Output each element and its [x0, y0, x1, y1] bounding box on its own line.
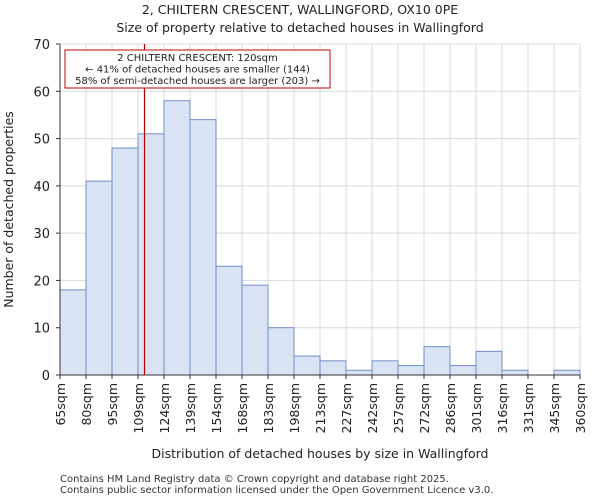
y-tick-label: 10 [33, 322, 50, 337]
x-tick-label: 331sqm [521, 383, 536, 433]
y-tick-label: 50 [33, 133, 50, 148]
bar-95sqm[interactable] [111, 147, 139, 376]
annotation-line-2: ← 41% of detached houses are smaller (14… [85, 65, 310, 76]
y-tick-label: 0 [42, 369, 50, 384]
chart-subtitle: Size of property relative to detached ho… [116, 20, 484, 35]
x-tick-label: 345sqm [547, 383, 562, 433]
x-tick-label: 227sqm [339, 383, 354, 433]
y-tick-label: 70 [33, 38, 50, 53]
footer-line-1: Contains HM Land Registry data © Crown c… [60, 474, 449, 485]
x-tick-label: 360sqm [573, 383, 588, 433]
x-tick-label: 168sqm [235, 383, 250, 433]
bar-213sqm[interactable] [319, 360, 347, 376]
x-tick-label: 272sqm [417, 383, 432, 433]
bar-65sqm[interactable] [59, 289, 87, 376]
chart-title: 2, CHILTERN CRESCENT, WALLINGFORD, OX10 … [141, 2, 459, 17]
x-tick-label: 257sqm [391, 383, 406, 433]
x-tick-label: 316sqm [495, 383, 510, 433]
bar-286sqm[interactable] [449, 365, 477, 376]
histogram-chart: 2 CHILTERN CRESCENT: 120sqm← 41% of deta… [1, 38, 588, 461]
bar-139sqm[interactable] [189, 119, 217, 376]
bar-301sqm[interactable] [475, 350, 503, 376]
bar-80sqm[interactable] [85, 180, 113, 376]
x-tick-label: 198sqm [287, 383, 302, 433]
annotation-line-1: 2 CHILTERN CRESCENT: 120sqm [117, 53, 278, 64]
y-tick-label: 40 [33, 180, 50, 195]
bar-242sqm[interactable] [371, 360, 399, 376]
bar-316sqm[interactable] [501, 369, 529, 376]
x-tick-label: 139sqm [183, 383, 198, 433]
y-axis-title: Number of detached properties [1, 111, 16, 308]
x-tick-label: 242sqm [365, 383, 380, 433]
x-axis-title: Distribution of detached houses by size … [152, 446, 489, 461]
y-tick-label: 30 [33, 227, 50, 242]
bar-109sqm[interactable] [137, 133, 165, 376]
bar-183sqm[interactable] [267, 327, 295, 376]
x-tick-label: 154sqm [209, 383, 224, 433]
x-tick-label: 183sqm [261, 383, 276, 433]
x-tick-label: 95sqm [105, 383, 120, 426]
x-tick-label: 80sqm [79, 383, 94, 426]
bar-124sqm[interactable] [163, 100, 191, 376]
x-tick-label: 301sqm [469, 383, 484, 433]
y-tick-label: 20 [33, 274, 50, 289]
bar-198sqm[interactable] [293, 355, 321, 376]
footer-line-2: Contains public sector information licen… [60, 485, 494, 496]
x-tick-label: 65sqm [53, 383, 68, 426]
bar-257sqm[interactable] [397, 365, 425, 376]
y-tick-label: 60 [33, 85, 50, 100]
annotation-box [64, 49, 331, 89]
x-tick-label: 213sqm [313, 383, 328, 433]
bar-154sqm[interactable] [215, 265, 243, 376]
bar-345sqm[interactable] [553, 369, 581, 376]
bar-227sqm[interactable] [345, 369, 373, 376]
x-tick-label: 286sqm [443, 383, 458, 433]
x-tick-label: 109sqm [131, 383, 146, 433]
bar-168sqm[interactable] [241, 284, 269, 376]
bar-272sqm[interactable] [423, 346, 451, 376]
annotation-line-3: 58% of semi-detached houses are larger (… [75, 76, 320, 87]
x-tick-label: 124sqm [157, 383, 172, 433]
